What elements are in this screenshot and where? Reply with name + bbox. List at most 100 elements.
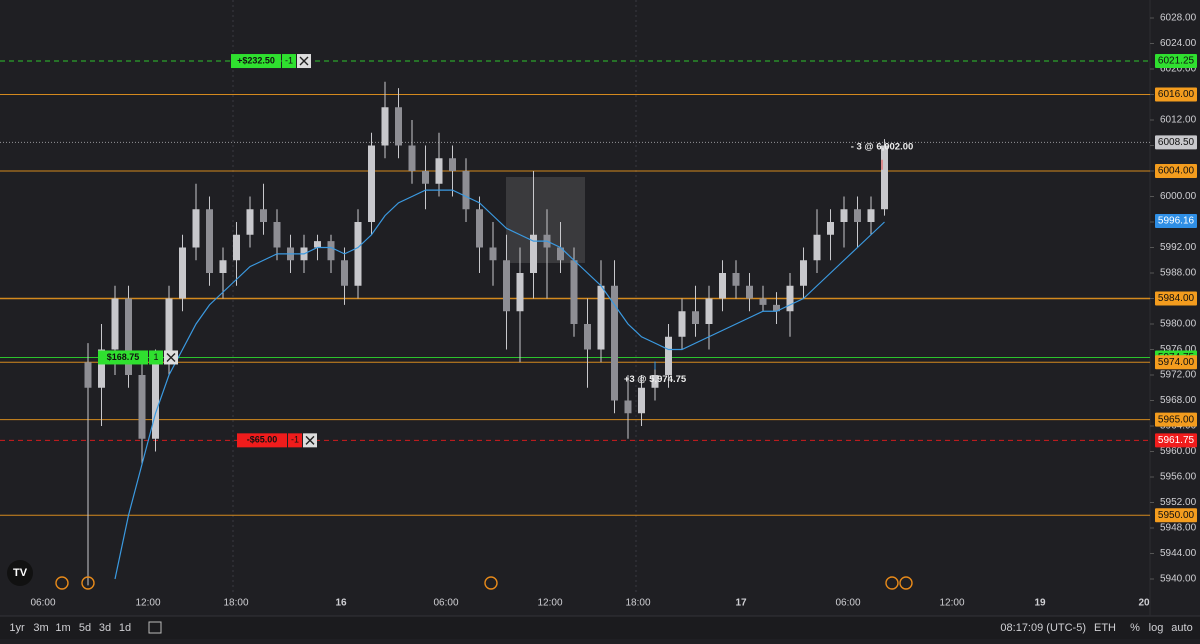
x-tick-label: 06:00 <box>30 598 55 609</box>
candle-body <box>84 362 92 388</box>
order-pnl-bg <box>231 54 281 69</box>
x-tick-label: 18:00 <box>625 598 650 609</box>
x-tick-label: 06:00 <box>433 598 458 609</box>
candle-body <box>489 247 497 261</box>
candle-body <box>746 285 753 299</box>
y-tick-label: 5968.00 <box>1160 395 1197 406</box>
candle-body <box>867 209 875 222</box>
trade-annotation: - 3 @ 6,002.00 <box>851 141 914 152</box>
trade-annotation: +3 @ 5,974.75 <box>624 374 687 385</box>
range-button[interactable]: 3m <box>33 622 48 634</box>
order-pnl-bg <box>237 433 287 448</box>
y-tick-label: 5988.00 <box>1160 268 1197 279</box>
candle-body <box>408 145 416 171</box>
candle-body <box>719 273 726 299</box>
range-button[interactable]: 1yr <box>9 622 25 634</box>
x-tick-label: 19 <box>1034 598 1046 609</box>
x-tick-label: 17 <box>735 598 747 609</box>
candle-body <box>395 107 402 146</box>
candle-body <box>179 247 186 299</box>
candle-body <box>125 298 132 375</box>
candle-body <box>638 387 645 414</box>
price-label: 5974.00 <box>1158 357 1195 368</box>
order-close[interactable] <box>299 56 309 66</box>
y-tick-label: 5948.00 <box>1160 523 1197 534</box>
svg-text:TV: TV <box>13 567 28 579</box>
candle-body <box>624 400 632 414</box>
range-button[interactable]: 1d <box>119 622 131 634</box>
candle-body <box>732 273 740 286</box>
session[interactable]: ETH <box>1094 622 1116 634</box>
price-label: 6008.50 <box>1158 137 1195 148</box>
price-label-bg <box>1155 508 1197 523</box>
candle-body <box>570 260 578 324</box>
order-close[interactable] <box>305 435 315 445</box>
price-label: 6004.00 <box>1158 166 1195 177</box>
scale-option[interactable]: % <box>1130 622 1140 634</box>
y-tick-label: 6012.00 <box>1160 115 1197 126</box>
candle-body <box>192 209 200 248</box>
candle-body <box>773 304 780 312</box>
scale-option[interactable]: auto <box>1171 622 1192 634</box>
order-tag[interactable]: -$65.00 -1 <box>237 433 317 448</box>
y-tick-label: 5944.00 <box>1160 548 1197 559</box>
candle-body <box>381 107 389 146</box>
price-label-bg <box>1155 54 1197 69</box>
candle-body <box>98 349 105 388</box>
order-pnl: +$232.50 <box>237 55 275 65</box>
calendar-icon[interactable] <box>148 621 162 634</box>
price-label: 5965.00 <box>1158 414 1195 425</box>
price-label: 5996.16 <box>1158 216 1195 227</box>
candle-body <box>314 241 321 248</box>
price-label: 5984.00 <box>1158 293 1195 304</box>
order-qty-bg <box>282 54 296 69</box>
x-tick-label: 12:00 <box>135 598 160 609</box>
price-label-bg <box>1155 164 1197 178</box>
candle-body <box>246 209 254 235</box>
price-label-bg <box>1155 291 1197 306</box>
candle-body <box>530 234 537 273</box>
y-tick-label: 5972.00 <box>1160 370 1197 381</box>
candle-body <box>368 145 375 222</box>
scale-option[interactable]: log <box>1149 622 1164 634</box>
order-tag[interactable]: +$232.50 -1 <box>231 54 311 69</box>
order-qty-bg <box>288 433 302 448</box>
candle-body <box>327 241 335 261</box>
candle-body <box>260 209 267 222</box>
x-tick-label: 20 <box>1138 598 1150 609</box>
candle-body <box>476 209 483 248</box>
candle-body <box>111 298 119 350</box>
order-qty: -1 <box>285 55 293 65</box>
order-qty-bg <box>149 350 163 365</box>
candle-body <box>206 209 213 273</box>
tv-logo: TV <box>7 560 33 586</box>
candle-body <box>854 209 861 222</box>
candle-body <box>665 336 672 375</box>
price-label: 5950.00 <box>1158 510 1195 521</box>
candle-body <box>692 311 699 324</box>
range-button[interactable]: 5d <box>79 622 91 634</box>
candle-body <box>813 234 821 261</box>
order-close[interactable] <box>166 352 176 362</box>
price-label-bg <box>1155 355 1197 370</box>
range-button[interactable]: 3d <box>99 622 111 634</box>
candle-body <box>152 362 159 439</box>
price-label: 5961.75 <box>1158 435 1195 446</box>
order-pnl: -$65.00 <box>247 435 278 445</box>
candle-body <box>786 285 794 312</box>
y-tick-label: 6028.00 <box>1160 13 1197 24</box>
price-label: 6021.25 <box>1158 56 1195 67</box>
y-tick-label: 5992.00 <box>1160 242 1197 253</box>
y-tick-label: 6000.00 <box>1160 191 1197 202</box>
order-tag[interactable]: $168.75 1 <box>98 350 178 365</box>
candle-body <box>651 375 659 388</box>
candle-body <box>138 375 146 439</box>
event-icons <box>55 576 913 590</box>
range-button[interactable]: 1m <box>55 622 70 634</box>
price-label-bg <box>1155 135 1197 150</box>
y-tick-label: 6020.00 <box>1160 64 1197 75</box>
x-tick-label: 12:00 <box>537 598 562 609</box>
candle-body <box>516 273 524 312</box>
y-tick-label: 5960.00 <box>1160 446 1197 457</box>
order-pnl: $168.75 <box>107 352 140 362</box>
